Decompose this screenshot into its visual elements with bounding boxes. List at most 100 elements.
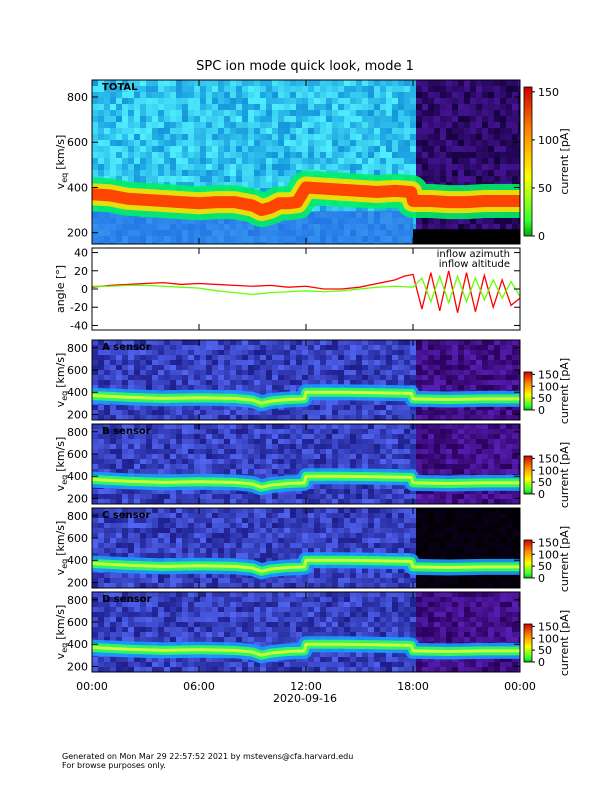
spectrogram-cell bbox=[152, 518, 158, 523]
spectrogram-cell bbox=[452, 345, 458, 350]
spectrogram-cell bbox=[152, 375, 158, 380]
spectrogram-cell bbox=[386, 444, 392, 449]
spectrogram-cell bbox=[146, 360, 152, 365]
spectrogram-cell bbox=[104, 410, 110, 415]
spectrogram-cell bbox=[134, 340, 140, 345]
spectrogram-cell bbox=[506, 439, 512, 444]
spectrogram-cell bbox=[98, 444, 104, 449]
spectrogram-cell bbox=[224, 548, 230, 553]
spectrogram-cell bbox=[98, 583, 104, 588]
spectrogram-cell bbox=[212, 116, 218, 122]
spectrogram-cell bbox=[98, 86, 104, 92]
spectrogram-cell bbox=[110, 128, 116, 134]
colorbar bbox=[523, 371, 533, 411]
spectrogram-cell bbox=[206, 578, 212, 583]
spectrogram-cell bbox=[230, 538, 236, 543]
spectrogram-cell bbox=[260, 583, 266, 588]
spectrogram-cell bbox=[296, 128, 302, 134]
spectrogram-cell bbox=[212, 110, 218, 116]
spectrogram-cell bbox=[224, 553, 230, 558]
spectrogram-cell bbox=[200, 140, 206, 146]
spectrogram-cell bbox=[212, 454, 218, 459]
spectrogram-cell bbox=[386, 206, 392, 212]
spectrogram-cell bbox=[182, 98, 188, 104]
spectrogram-cell bbox=[314, 164, 320, 170]
spectrogram-cell bbox=[200, 415, 206, 420]
spectrogram-cell bbox=[218, 454, 224, 459]
spectrogram-cell bbox=[356, 489, 362, 494]
spectrogram-cell bbox=[194, 469, 200, 474]
spectrogram-cell bbox=[194, 499, 200, 504]
spectrogram-cell bbox=[308, 494, 314, 499]
spectrogram-cell bbox=[434, 116, 440, 122]
spectrogram-cell bbox=[470, 170, 476, 176]
spectrogram-cell bbox=[362, 345, 368, 350]
spectrogram-cell bbox=[404, 140, 410, 146]
spectrogram-cell bbox=[212, 528, 218, 533]
spectrogram-cell bbox=[194, 513, 200, 518]
spectrogram-cell bbox=[374, 365, 380, 370]
spectrogram-cell bbox=[518, 224, 520, 230]
spectrogram-cell bbox=[116, 170, 122, 176]
spectrogram-cell bbox=[266, 140, 272, 146]
spectrogram-cell bbox=[200, 345, 206, 350]
spectrogram-cell bbox=[326, 405, 332, 410]
spectrogram-cell bbox=[92, 92, 98, 98]
spectrogram-cell bbox=[326, 158, 332, 164]
spectrogram-cell bbox=[134, 469, 140, 474]
spectrogram-cell bbox=[164, 459, 170, 464]
spectrogram-cell bbox=[266, 92, 272, 98]
spectrogram-cell bbox=[128, 405, 134, 410]
spectrogram-cell bbox=[152, 464, 158, 469]
spectrogram-cell bbox=[488, 375, 494, 380]
spectrogram-cell bbox=[392, 170, 398, 176]
spectrogram-cell bbox=[146, 375, 152, 380]
spectrogram-cell bbox=[338, 110, 344, 116]
spectrogram-cell bbox=[266, 164, 272, 170]
spectrogram-cell bbox=[206, 146, 212, 152]
spectrogram-cell bbox=[242, 80, 248, 86]
spectrogram-cell bbox=[236, 513, 242, 518]
spectrogram-cell bbox=[134, 405, 140, 410]
spectrogram-cell bbox=[92, 360, 98, 365]
spectrogram-cell bbox=[266, 122, 272, 128]
spectrogram-cell bbox=[200, 449, 206, 454]
spectrogram-cell bbox=[140, 583, 146, 588]
spectrogram-cell bbox=[314, 92, 320, 98]
spectrogram-cell bbox=[308, 434, 314, 439]
spectrogram-cell bbox=[290, 128, 296, 134]
spectrogram-cell bbox=[404, 122, 410, 128]
spectrogram-cell bbox=[218, 152, 224, 158]
spectrogram-cell bbox=[494, 449, 500, 454]
panel-frame bbox=[91, 247, 521, 331]
spectrogram-cell bbox=[152, 86, 158, 92]
spectrogram-cell bbox=[296, 405, 302, 410]
spectrogram-cell bbox=[146, 158, 152, 164]
spectrogram-cell bbox=[218, 176, 224, 182]
spectrogram-cell bbox=[104, 158, 110, 164]
spectrogram-cell bbox=[458, 494, 464, 499]
spectrogram-cell bbox=[458, 128, 464, 134]
spectrogram-cell bbox=[206, 454, 212, 459]
spectrogram-cell bbox=[224, 454, 230, 459]
spectrogram-cell bbox=[410, 355, 416, 360]
spectrogram-cell bbox=[206, 152, 212, 158]
spectrogram-cell bbox=[110, 405, 116, 410]
spectrogram-cell bbox=[290, 415, 296, 420]
spectrogram-cell bbox=[464, 176, 470, 182]
spectrogram-cell bbox=[344, 116, 350, 122]
spectrogram-cell bbox=[512, 499, 518, 504]
spectrogram-cell bbox=[428, 116, 434, 122]
spectrogram-cell bbox=[266, 110, 272, 116]
spectrogram-cell bbox=[104, 424, 110, 429]
spectrogram-cell bbox=[92, 86, 98, 92]
spectrogram-cell bbox=[320, 360, 326, 365]
spectrogram-cell bbox=[98, 128, 104, 134]
spectrogram-cell bbox=[428, 224, 434, 230]
spectrogram-cell bbox=[428, 415, 434, 420]
spectrogram-cell bbox=[158, 134, 164, 140]
spectrogram-cell bbox=[170, 86, 176, 92]
spectrogram-cell bbox=[104, 380, 110, 385]
spectrogram-cell bbox=[362, 365, 368, 370]
spectrogram-cell bbox=[380, 365, 386, 370]
